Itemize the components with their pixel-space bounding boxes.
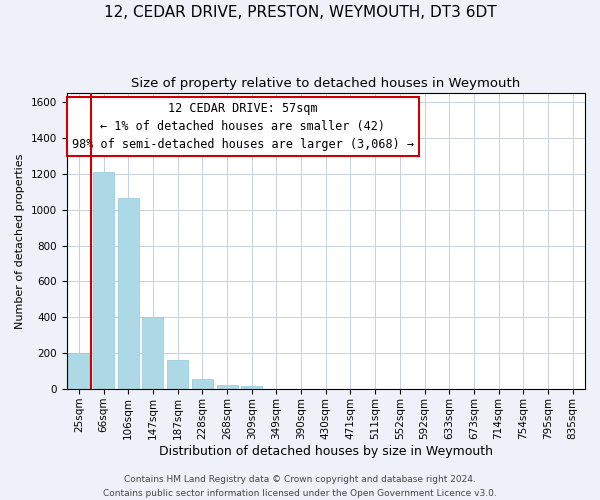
X-axis label: Distribution of detached houses by size in Weymouth: Distribution of detached houses by size …: [159, 444, 493, 458]
Bar: [217, 384, 238, 389]
Bar: [142, 318, 163, 389]
Text: 12, CEDAR DRIVE, PRESTON, WEYMOUTH, DT3 6DT: 12, CEDAR DRIVE, PRESTON, WEYMOUTH, DT3 …: [104, 5, 496, 20]
Bar: [167, 360, 188, 389]
Bar: [118, 198, 139, 389]
Y-axis label: Number of detached properties: Number of detached properties: [15, 154, 25, 329]
Title: Size of property relative to detached houses in Weymouth: Size of property relative to detached ho…: [131, 78, 520, 90]
Bar: [93, 172, 114, 389]
Bar: [68, 354, 89, 389]
Text: 12 CEDAR DRIVE: 57sqm
← 1% of detached houses are smaller (42)
98% of semi-detac: 12 CEDAR DRIVE: 57sqm ← 1% of detached h…: [72, 102, 414, 151]
Bar: [192, 379, 213, 389]
Bar: [241, 386, 262, 389]
Text: Contains HM Land Registry data © Crown copyright and database right 2024.
Contai: Contains HM Land Registry data © Crown c…: [103, 476, 497, 498]
